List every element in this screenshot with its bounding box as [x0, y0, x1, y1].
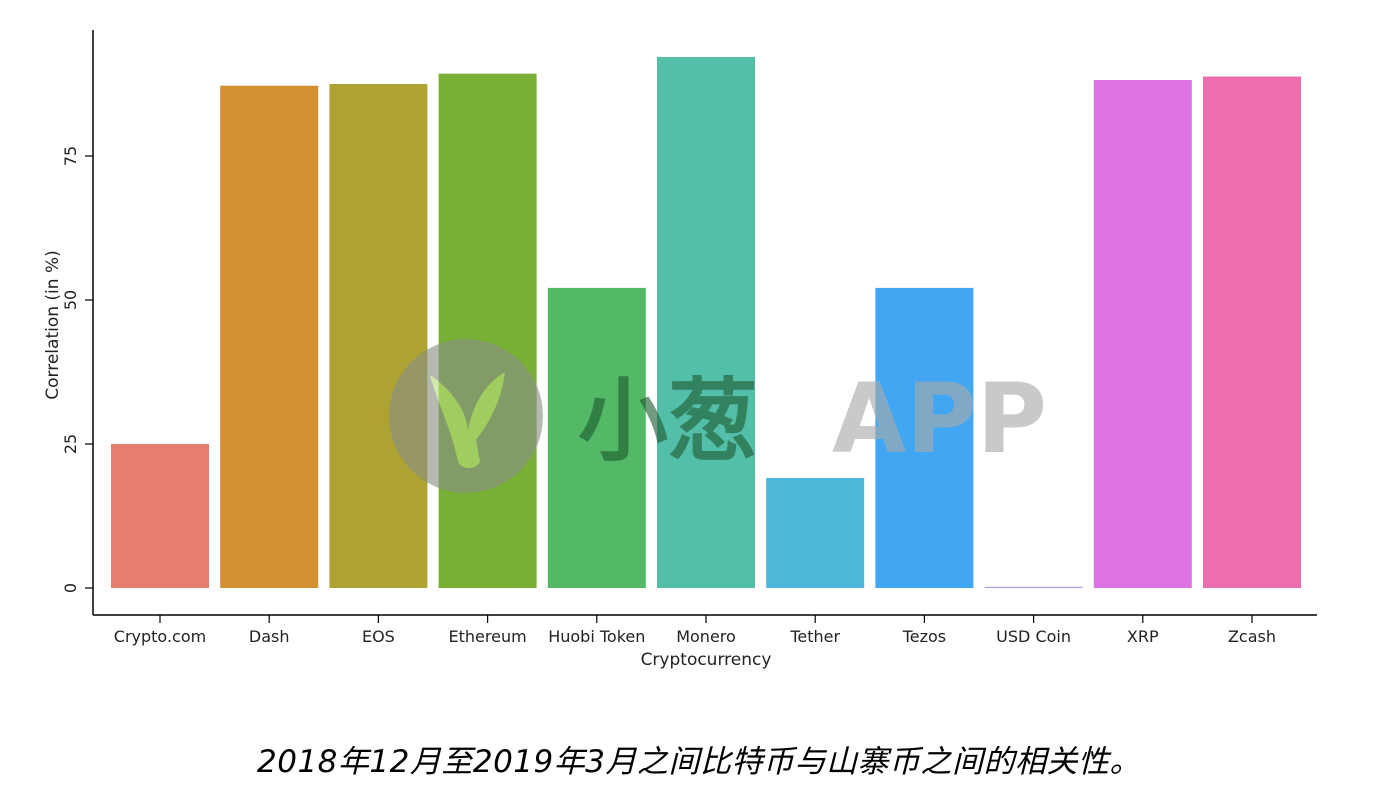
- x-ticks-group: Crypto.com Dash EOS Ethereum Huobi Token Mone…: [114, 615, 1276, 646]
- watermark-logo-icon: [389, 339, 543, 493]
- bar-zcash: [1203, 76, 1301, 589]
- y-tick-label: 25: [61, 434, 80, 454]
- bar-crypto-com: [111, 444, 209, 588]
- x-tick-label: XRP: [1127, 627, 1159, 646]
- x-tick-label: Ethereum: [449, 627, 527, 646]
- bars-group: [111, 56, 1301, 589]
- y-axis-title: Correlation (in %): [43, 250, 63, 399]
- bar-huobi-token: [547, 287, 646, 588]
- watermark-en-text: APP: [832, 363, 1047, 475]
- y-tick-label: 50: [61, 290, 80, 310]
- watermark-cn-text: 小葱: [578, 369, 758, 474]
- watermark: 小葱 APP: [389, 339, 1047, 493]
- bar-xrp: [1093, 79, 1192, 588]
- x-tick-label: Tether: [789, 627, 840, 646]
- correlation-bar-chart: 0 25 50 75 Crypto.com Dash EOS Ethereum Huobi T…: [43, 30, 1317, 670]
- x-tick-label: Tezos: [902, 627, 946, 646]
- bar-usd-coin: [984, 586, 1083, 588]
- bar-tezos: [875, 287, 974, 588]
- bar-dash: [220, 85, 319, 588]
- chart-caption: 2018年12月至2019年3月之间比特币与山寨币之间的相关性。: [257, 744, 1141, 780]
- bar-eos: [329, 84, 428, 588]
- axes-group: [92, 30, 1317, 616]
- x-tick-label: Dash: [249, 627, 290, 646]
- x-tick-label: Monero: [676, 627, 736, 646]
- bar-monero: [657, 56, 755, 589]
- bar-ethereum: [438, 73, 537, 588]
- x-tick-label: USD Coin: [996, 627, 1071, 646]
- y-ticks-group: 0 25 50 75: [61, 146, 93, 593]
- x-tick-label: Zcash: [1228, 627, 1276, 646]
- x-tick-label: EOS: [362, 627, 395, 646]
- watermark-sprout-icon: [430, 372, 505, 468]
- bar-tether: [766, 477, 865, 588]
- x-axis-title: Cryptocurrency: [641, 650, 772, 670]
- x-tick-label: Huobi Token: [548, 627, 645, 646]
- y-tick-label: 0: [61, 583, 80, 593]
- x-tick-label: Crypto.com: [114, 627, 206, 646]
- y-tick-label: 75: [61, 146, 80, 166]
